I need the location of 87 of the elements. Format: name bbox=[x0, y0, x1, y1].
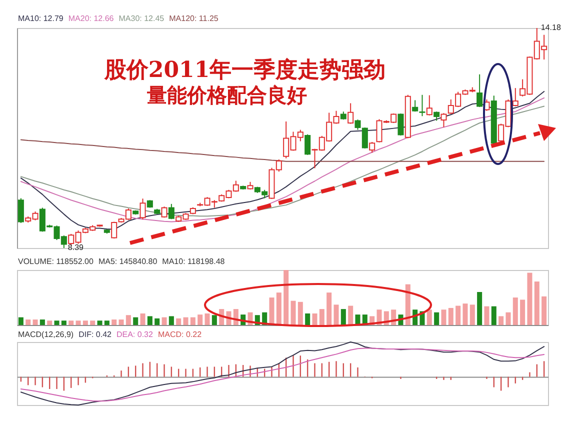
bar bbox=[133, 317, 138, 325]
bar bbox=[284, 270, 289, 325]
candlestick bbox=[512, 88, 518, 107]
text: MA10: 12.79 bbox=[18, 14, 64, 23]
bar bbox=[26, 320, 31, 325]
bar bbox=[198, 314, 203, 325]
candlestick bbox=[426, 94, 432, 116]
bar bbox=[140, 313, 146, 325]
bar bbox=[269, 298, 274, 325]
bar bbox=[434, 312, 440, 325]
candlestick bbox=[168, 203, 174, 220]
candlestick bbox=[348, 102, 354, 124]
text: DIF: 0.42 bbox=[78, 330, 112, 339]
bar bbox=[147, 316, 152, 325]
bar bbox=[40, 320, 45, 325]
text: 量能价格配合良好 bbox=[146, 83, 307, 107]
candlestick bbox=[476, 74, 483, 108]
bar bbox=[456, 306, 461, 325]
bar bbox=[326, 292, 332, 325]
bar bbox=[448, 308, 454, 325]
bar bbox=[298, 302, 303, 325]
bar bbox=[118, 320, 124, 325]
text: MACD(12,26,9) bbox=[18, 330, 74, 339]
bar bbox=[470, 304, 475, 325]
bar bbox=[340, 309, 346, 325]
candlestick bbox=[369, 141, 376, 154]
candlestick bbox=[354, 119, 361, 130]
bar bbox=[542, 296, 547, 325]
bar bbox=[426, 310, 432, 325]
text: MA30: 12.45 bbox=[118, 14, 164, 23]
bar bbox=[319, 309, 324, 325]
candlestick bbox=[398, 112, 404, 136]
bar bbox=[190, 317, 196, 325]
bar bbox=[290, 300, 296, 325]
bar bbox=[183, 317, 188, 325]
bar bbox=[18, 317, 24, 325]
bar bbox=[47, 320, 52, 325]
bar bbox=[204, 313, 210, 325]
bar bbox=[527, 272, 532, 325]
candlestick bbox=[18, 198, 24, 224]
text: MA5: 145840.80 bbox=[98, 257, 158, 266]
bar bbox=[312, 313, 318, 325]
bar bbox=[162, 317, 167, 325]
text: VOLUME: 118552.00 bbox=[18, 257, 94, 266]
bar bbox=[462, 304, 468, 325]
bar bbox=[512, 298, 518, 325]
bar bbox=[61, 320, 66, 325]
annotation: 8.39 bbox=[68, 243, 84, 252]
bar bbox=[112, 320, 117, 325]
bar bbox=[491, 306, 496, 325]
text: MA120: 11.25 bbox=[169, 14, 218, 23]
bar bbox=[97, 320, 102, 325]
bar bbox=[76, 320, 81, 325]
bar bbox=[348, 306, 354, 325]
text: MA20: 12.66 bbox=[68, 14, 114, 23]
candlestick bbox=[304, 134, 311, 156]
bar bbox=[477, 292, 482, 325]
candlestick bbox=[362, 127, 368, 149]
bar bbox=[168, 316, 174, 325]
bar bbox=[305, 313, 310, 325]
bar bbox=[176, 318, 182, 325]
bar bbox=[82, 320, 88, 325]
bar bbox=[506, 312, 511, 325]
bar bbox=[441, 310, 446, 325]
candlestick bbox=[434, 111, 440, 122]
text: MACD: 0.22 bbox=[158, 330, 202, 339]
bar bbox=[126, 315, 131, 325]
bar bbox=[54, 320, 60, 325]
candlestick bbox=[140, 198, 146, 220]
text: DEA: 0.32 bbox=[116, 330, 153, 339]
bar bbox=[104, 320, 110, 325]
bar bbox=[534, 282, 540, 325]
bar bbox=[154, 318, 160, 325]
bar bbox=[32, 320, 38, 325]
text: 股价2011年一季度走势强劲 bbox=[103, 57, 386, 83]
bar bbox=[498, 316, 504, 325]
text: MA10: 118198.48 bbox=[162, 257, 225, 266]
bar bbox=[520, 300, 526, 325]
bar bbox=[212, 315, 217, 325]
bar bbox=[276, 292, 282, 325]
candlestick bbox=[419, 94, 426, 117]
bar bbox=[334, 304, 339, 325]
bar bbox=[484, 306, 490, 325]
candlestick bbox=[440, 112, 447, 128]
bar bbox=[68, 320, 74, 325]
bar bbox=[90, 320, 96, 325]
annotation: 14.18 bbox=[540, 23, 562, 32]
